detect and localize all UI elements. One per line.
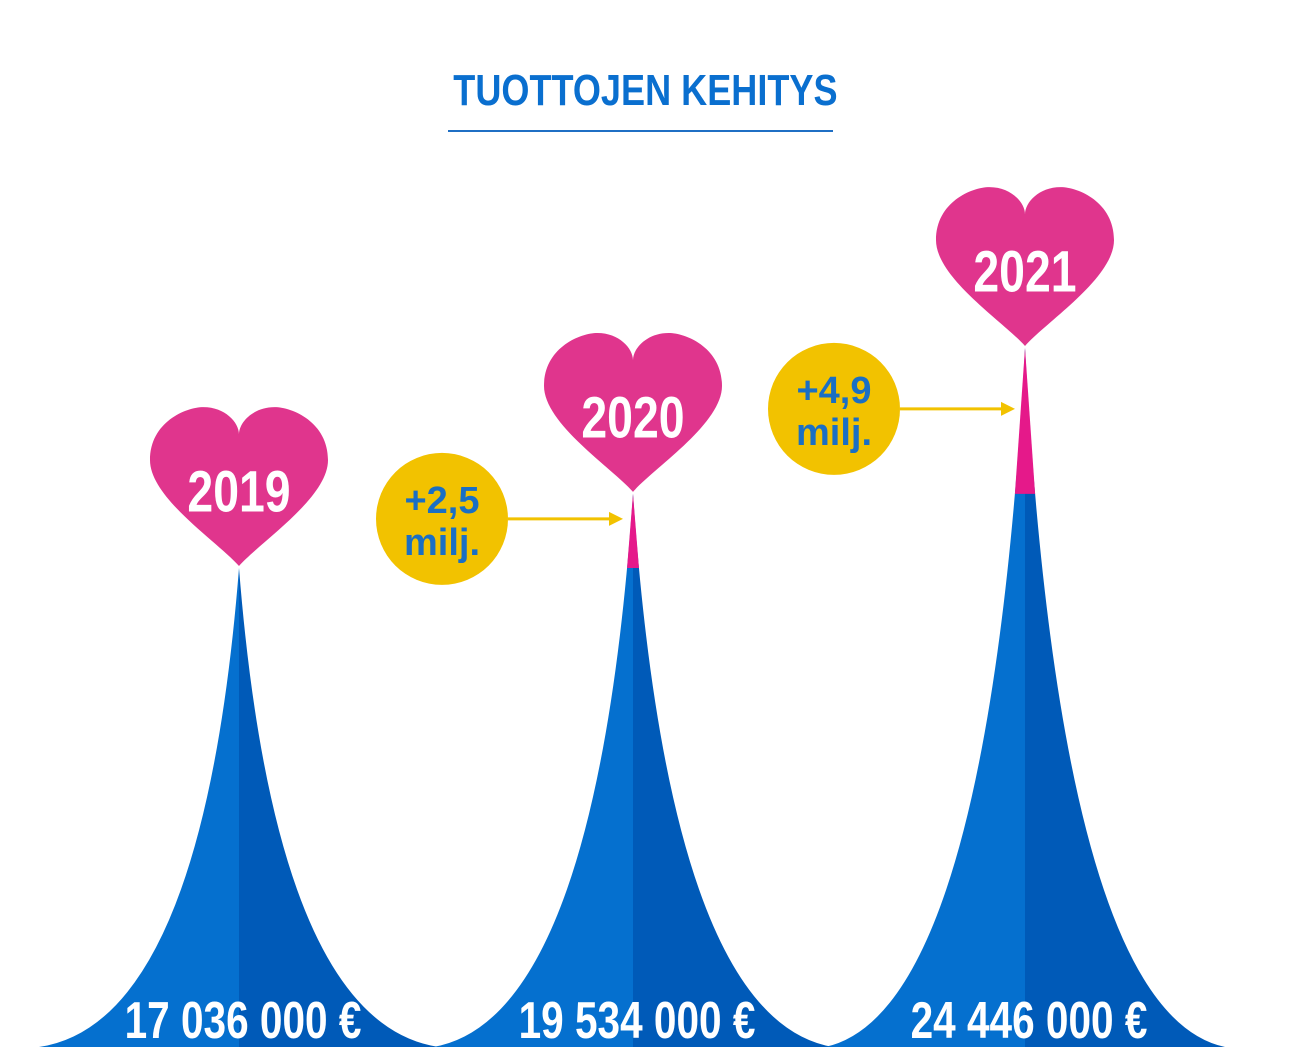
peak-left-2019 (39, 568, 239, 1047)
year-label-2021: 2021 (973, 240, 1076, 305)
arrow-head-icon-2020 (609, 511, 623, 526)
peak-right-2019 (239, 568, 439, 1047)
increase-bubble-2020 (376, 452, 508, 585)
increase-bubble-2021 (768, 342, 900, 475)
year-label-2020: 2020 (581, 385, 684, 450)
title-underline (448, 130, 833, 132)
arrow-head-icon-2021 (1001, 401, 1015, 416)
peak-left-2020 (433, 493, 633, 1047)
heart-icon-2021 (936, 187, 1114, 346)
heart-icon-2019 (150, 407, 328, 566)
peak-right-2021 (1025, 348, 1225, 1047)
heart-icon-2020 (544, 332, 722, 492)
year-label-2019: 2019 (187, 460, 290, 525)
peak-left-2021 (825, 348, 1025, 1047)
increase-cap-2021 (1014, 348, 1036, 494)
value-label-2021: 24 446 000 € (911, 991, 1148, 1047)
increase-amount-2021: +4,9 (796, 370, 871, 412)
increase-amount-2020: +2,5 (404, 480, 479, 522)
chart-title: TUOTTOJEN KEHITYS (453, 66, 838, 115)
increase-cap-2020 (627, 493, 639, 568)
value-label-2020: 19 534 000 € (519, 991, 756, 1047)
increase-unit-2020: milj. (404, 522, 480, 564)
value-label-2019: 17 036 000 € (125, 991, 362, 1047)
increase-unit-2021: milj. (796, 412, 872, 454)
peak-right-2020 (633, 493, 833, 1047)
